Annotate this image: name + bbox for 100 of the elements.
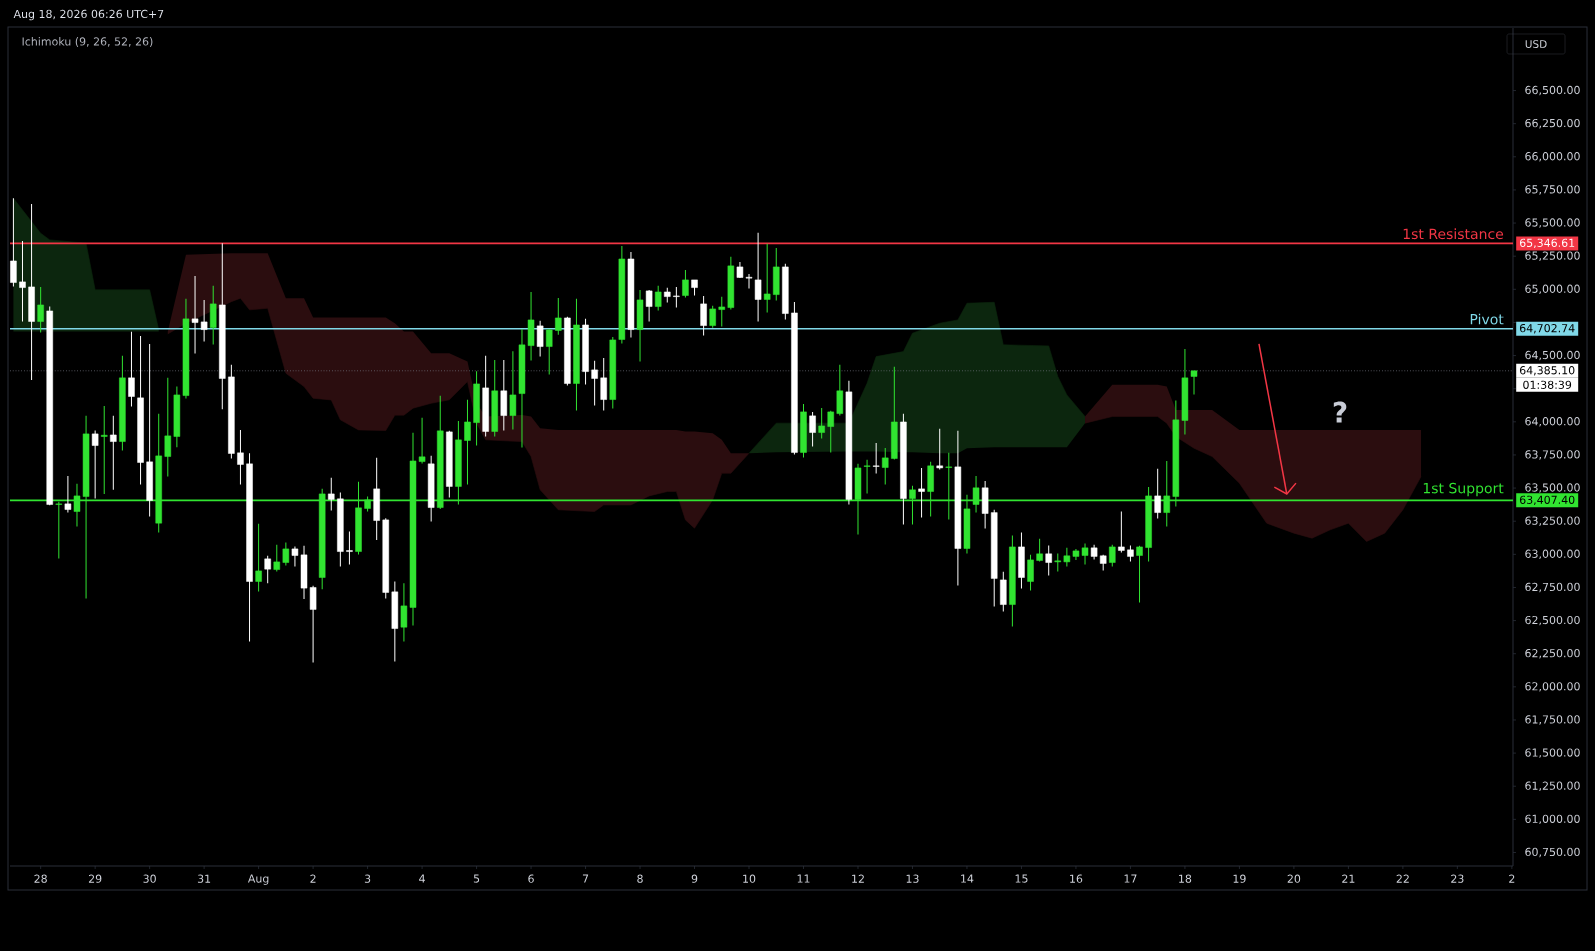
candlestick — [673, 286, 680, 309]
candlestick — [654, 285, 662, 312]
x-tick-label: 9 — [691, 874, 698, 883]
text: 65,346.61 — [1519, 238, 1575, 249]
candlestick — [936, 428, 943, 471]
x-tick-label: 3 — [364, 874, 371, 883]
candlestick — [918, 467, 925, 518]
text: USD — [1525, 40, 1547, 48]
y-tick-label: 64,500.00 — [1525, 350, 1580, 361]
candlestick — [555, 297, 562, 336]
candlestick — [872, 442, 880, 474]
x-tick-label: 20 — [1287, 874, 1301, 883]
x-tick-label: 5 — [473, 874, 480, 883]
y-tick-label: 66,000.00 — [1525, 152, 1580, 162]
candlestick — [700, 295, 707, 337]
candlestick — [264, 555, 271, 584]
y-tick-label: 61,500.00 — [1525, 748, 1580, 758]
y-tick-label: 61,000.00 — [1525, 814, 1580, 825]
candlestick — [100, 405, 108, 495]
x-tick-label: 18 — [1179, 874, 1192, 883]
y-tick-label: 63,500.00 — [1525, 483, 1580, 493]
candlestick — [1109, 544, 1116, 568]
x-tick-label: 30 — [143, 874, 156, 883]
y-tick-label: 63,250.00 — [1525, 516, 1580, 526]
candlestick — [282, 542, 290, 566]
x-tick-label: 7 — [582, 874, 589, 883]
candlestick — [273, 544, 281, 573]
y-tick-label: 65,500.00 — [1525, 218, 1580, 228]
x-tick-label: 31 — [197, 874, 211, 883]
y-tick-label: 62,250.00 — [1525, 649, 1580, 659]
candlestick — [763, 243, 771, 313]
candlestick — [718, 296, 726, 328]
y-tick-label: 65,750.00 — [1525, 185, 1580, 195]
candlestick — [863, 459, 871, 495]
y-tick-label: 65,250.00 — [1525, 251, 1580, 261]
x-tick-label: 23 — [1451, 874, 1464, 883]
ref-line-label: Pivot — [1470, 313, 1504, 325]
candlestick — [881, 447, 889, 485]
x-tick-label: 29 — [88, 874, 102, 883]
y-tick-label: 65,000.00 — [1525, 284, 1580, 295]
x-tick-label: 14 — [961, 874, 974, 883]
candlestick — [1190, 370, 1198, 396]
y-tick-label: 61,750.00 — [1525, 715, 1580, 725]
candlestick — [64, 475, 72, 514]
x-tick-label: 2 — [310, 874, 316, 883]
text: 63,407.40 — [1519, 495, 1575, 506]
x-tick-label: 28 — [34, 874, 47, 883]
x-tick-label: 2 — [1509, 874, 1515, 883]
y-tick-label: 63,000.00 — [1525, 549, 1580, 560]
candlestick — [809, 411, 816, 448]
candlestick — [164, 377, 172, 478]
x-tick-label: 8 — [637, 874, 643, 883]
y-tick-label: 66,500.00 — [1525, 85, 1580, 96]
y-tick-label: 66,250.00 — [1525, 118, 1580, 129]
candlestick — [591, 360, 598, 407]
candlestick — [509, 350, 517, 431]
candlestick — [37, 286, 44, 334]
x-tick-label: 4 — [419, 874, 425, 883]
candlestick — [255, 523, 262, 593]
y-tick-label: 62,000.00 — [1525, 682, 1580, 692]
x-tick-label: 19 — [1233, 874, 1246, 883]
candlestick — [836, 364, 844, 417]
x-tick-label: Aug — [247, 874, 269, 885]
candlestick — [600, 357, 607, 412]
ref-line-label: 1st Support — [1423, 482, 1504, 497]
y-tick-label: 64,000.00 — [1525, 417, 1580, 427]
candlestick — [128, 331, 135, 408]
candlestick — [346, 531, 353, 566]
candlestick — [237, 429, 244, 485]
candlestick — [545, 328, 553, 376]
x-tick-label: 22 — [1396, 874, 1409, 883]
x-tick-label: 10 — [743, 874, 756, 883]
y-tick-label: 60,750.00 — [1525, 847, 1580, 858]
x-tick-label: 21 — [1342, 874, 1355, 883]
candlestick — [1136, 545, 1143, 604]
x-tick-label: 16 — [1070, 874, 1083, 883]
y-tick-label: 61,250.00 — [1525, 781, 1580, 791]
candlestick — [19, 240, 26, 323]
candlestick — [1045, 544, 1052, 577]
candlestick — [818, 407, 825, 440]
y-tick-label: 62,500.00 — [1525, 615, 1580, 626]
candlestick — [1118, 511, 1125, 553]
text: 64,385.10 — [1519, 366, 1575, 376]
candlestick — [1027, 554, 1034, 592]
text: 01:38:39 — [1523, 380, 1572, 389]
candlestick — [682, 269, 689, 299]
y-tick-label: 63,750.00 — [1525, 450, 1580, 460]
x-tick-label: 11 — [797, 874, 810, 883]
candlestick — [10, 197, 17, 288]
y-tick-label: 62,750.00 — [1525, 582, 1580, 593]
ref-line-label: 1st Resistance — [1403, 228, 1504, 240]
annotation: ? — [1333, 401, 1347, 423]
candlestick — [209, 285, 217, 346]
x-tick-label: 6 — [528, 874, 534, 883]
annotation: Ichimoku (9, 26, 52, 26) — [22, 37, 153, 47]
text: 64,702.74 — [1519, 323, 1575, 334]
candlestick — [827, 410, 834, 454]
x-tick-label: 12 — [852, 874, 864, 883]
text: Aug 18, 2026 06:26 UTC+7 — [13, 9, 164, 21]
candlestick — [1154, 468, 1161, 520]
